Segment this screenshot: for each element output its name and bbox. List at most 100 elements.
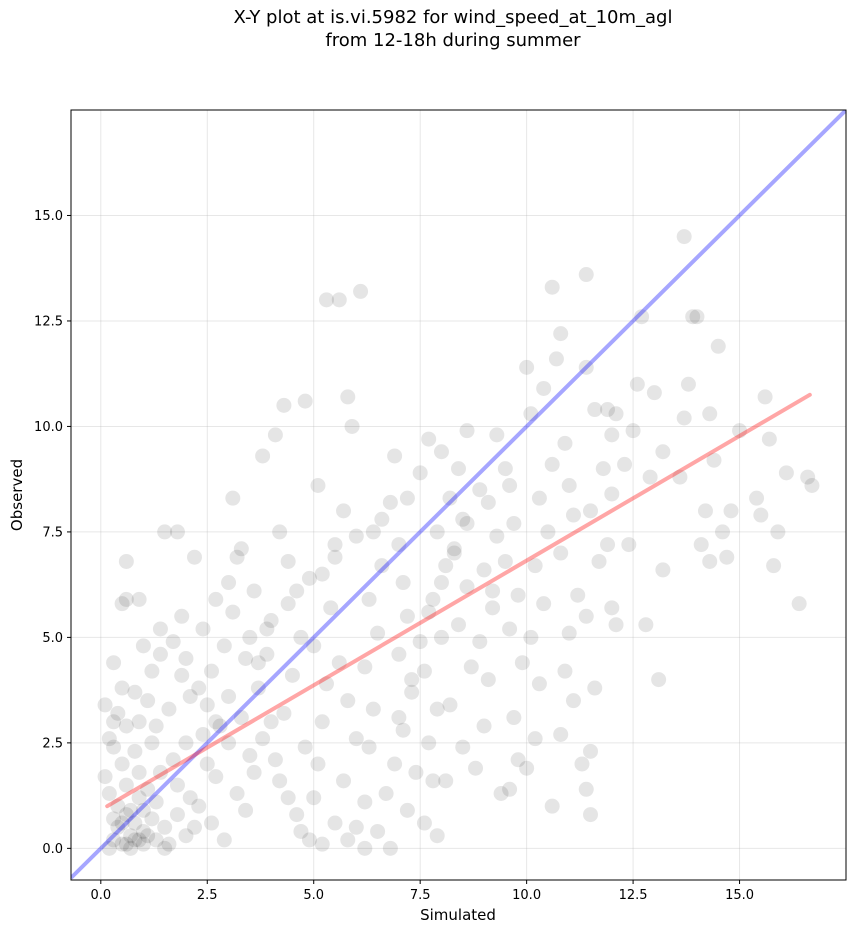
data-point [101,786,117,802]
data-point [391,710,407,726]
data-point [536,596,552,612]
data-point [306,638,322,654]
data-point [382,494,398,510]
data-point [221,735,237,751]
data-point [250,680,266,696]
data-point [429,828,445,844]
data-point [280,553,296,569]
data-points [97,229,820,856]
y-tick-label: 7.5 [42,525,63,540]
data-point [706,452,722,468]
data-point [331,655,347,671]
data-point [506,710,522,726]
plot-frame [70,109,847,881]
data-point [778,465,794,481]
y-tick-label: 10.0 [34,420,63,435]
data-point [225,604,241,620]
data-point [140,781,156,797]
data-point [723,503,739,519]
data-point [340,693,356,709]
data-point [583,807,599,823]
data-point [416,815,432,831]
data-point [314,714,330,730]
x-tick-label: 0.0 [90,888,111,903]
data-point [157,840,173,856]
chart-title-line-1: X-Y plot at is.vi.5982 for wind_speed_at… [233,7,673,28]
data-point [233,541,249,557]
data-point [600,402,616,418]
data-point [152,621,168,637]
data-point [297,739,313,755]
data-point [144,735,160,751]
data-point [331,292,347,308]
data-point [425,591,441,607]
data-point [131,790,147,806]
data-point [800,469,816,485]
data-point [365,701,381,717]
data-point [263,714,279,730]
data-point [540,524,556,540]
data-point [399,490,415,506]
data-point [604,486,620,502]
data-point [208,714,224,730]
data-point [97,769,113,785]
data-point [182,790,198,806]
chart-title: X-Y plot at is.vi.5982 for wind_speed_at… [0,6,856,52]
data-point [314,566,330,582]
data-point [131,591,147,607]
data-point [263,613,279,629]
data-point [169,807,185,823]
data-point [157,819,173,835]
data-point [361,591,377,607]
data-point [370,823,386,839]
data-point [489,528,505,544]
data-point [629,376,645,392]
data-point [135,802,151,818]
data-point [531,676,547,692]
data-point [587,680,603,696]
data-point [732,423,748,439]
data-point [178,828,194,844]
data-point [621,537,637,553]
data-point [672,469,688,485]
data-point [123,840,139,856]
data-point [374,511,390,527]
data-point [514,655,530,671]
data-point [174,667,190,683]
data-point [110,819,126,835]
data-point [531,490,547,506]
data-point [480,494,496,510]
data-point [272,773,288,789]
data-point [455,511,471,527]
data-point [259,646,275,662]
data-point [476,562,492,578]
data-point [655,444,671,460]
data-point [519,359,535,375]
x-tick-label: 2.5 [197,888,218,903]
data-point [242,629,258,645]
data-point [106,739,122,755]
data-point [327,537,343,553]
data-point [106,714,122,730]
data-point [280,790,296,806]
y-tick-label: 5.0 [42,631,63,646]
data-point [148,794,164,810]
data-point [336,503,352,519]
data-point [344,418,360,434]
data-point [502,621,518,637]
data-point [638,617,654,633]
data-point [391,646,407,662]
regression-line [105,392,812,809]
data-point [438,773,454,789]
data-point [412,634,428,650]
data-point [174,608,190,624]
data-point [655,562,671,578]
data-point [225,490,241,506]
data-point [140,693,156,709]
data-point [646,385,662,401]
grid [71,110,846,880]
data-point [144,811,160,827]
data-point [340,389,356,405]
data-point [804,478,820,494]
data-point [272,524,288,540]
